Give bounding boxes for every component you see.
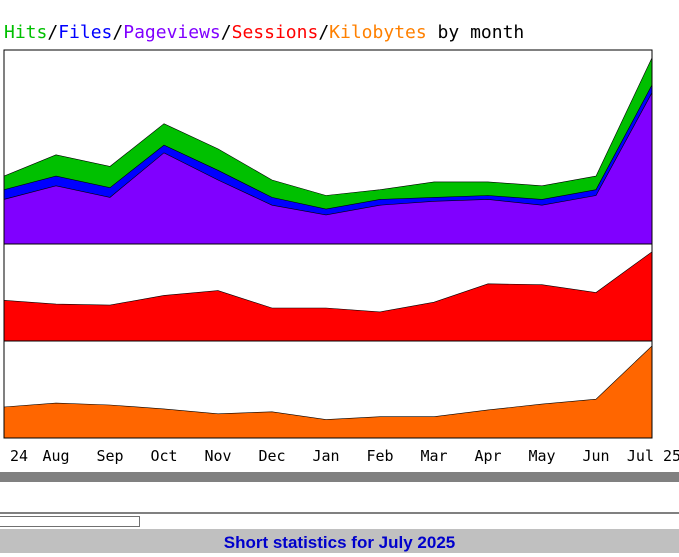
x-tick-label: Sep (96, 447, 123, 465)
short-statistics-title: Short statistics for July 2025 (223, 533, 456, 552)
series-area-pageviews (3, 92, 653, 245)
x-tick-label: Nov (204, 447, 231, 465)
monthly-stats-chart: 24 Aug Sep Oct Nov Dec Jan Feb Mar Apr May Jun Jul 2… (3, 49, 679, 465)
x-tick-label: Aug (42, 447, 69, 465)
panel-frame-kilobytes (3, 340, 653, 439)
chart-title: Hits/Files/Pageviews/Sessions/Kilobytes … (4, 22, 524, 43)
title-part-0: Hits (4, 22, 48, 43)
series-area-sessions (3, 251, 653, 342)
x-tick-label: Feb (366, 447, 393, 465)
title-part-1: / (47, 22, 59, 43)
series-area-kilobytes (3, 345, 653, 439)
x-tick-label: Apr (474, 447, 501, 465)
separator-line (0, 512, 679, 514)
x-tick-label: 24 (10, 447, 28, 465)
short-statistics-header: Short statistics for July 2025 (0, 529, 679, 553)
x-tick-label: Jun (582, 447, 609, 465)
separator-bar (0, 472, 679, 482)
x-tick-label: Jul 25 (627, 447, 679, 465)
title-part-5: / (220, 22, 232, 43)
x-tick-label: Jan (312, 447, 339, 465)
title-part-9: by month (426, 22, 525, 43)
title-part-2: Files (58, 22, 113, 43)
x-tick-label: Oct (150, 447, 177, 465)
empty-box (0, 516, 140, 527)
title-part-4: Pageviews (123, 22, 221, 43)
title-part-8: Kilobytes (329, 22, 427, 43)
title-part-6: Sessions (231, 22, 319, 43)
title-part-3: / (112, 22, 124, 43)
title-part-7: / (318, 22, 330, 43)
x-tick-label: May (528, 447, 555, 465)
x-tick-label: Dec (258, 447, 285, 465)
x-tick-label: Mar (420, 447, 447, 465)
